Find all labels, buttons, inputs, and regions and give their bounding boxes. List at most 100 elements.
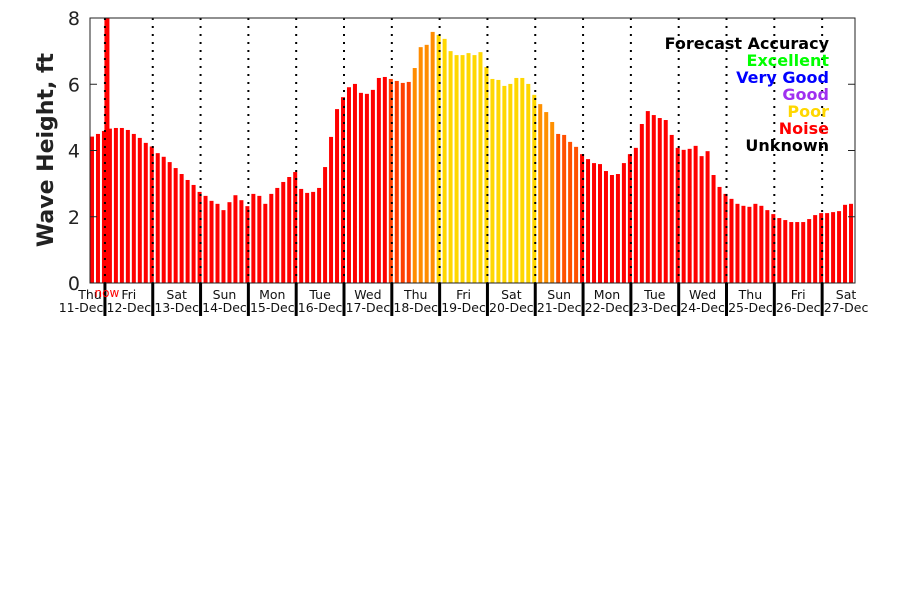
- day-name-label: Wed: [354, 287, 381, 302]
- bar: [382, 76, 387, 284]
- bar: [747, 206, 752, 283]
- bar: [615, 174, 620, 283]
- bar: [161, 156, 166, 283]
- legend-entry: Noise: [779, 119, 829, 138]
- bar: [394, 80, 399, 283]
- day-name-label: Tue: [308, 287, 331, 302]
- day-date-label: 23-Dec: [632, 300, 677, 315]
- bar: [819, 213, 824, 283]
- x-axis: Thu11-DecFri12-DecSat13-DecSun14-DecMon1…: [59, 283, 869, 316]
- bar: [376, 77, 381, 283]
- bar: [263, 203, 268, 283]
- bar: [723, 193, 728, 283]
- bar: [753, 203, 758, 283]
- bar: [101, 130, 106, 283]
- bar: [669, 134, 674, 283]
- y-tick-label: 0: [68, 273, 80, 295]
- bar: [544, 112, 549, 283]
- day-name-label: Mon: [259, 287, 285, 302]
- bar: [550, 122, 555, 283]
- bar: [173, 168, 178, 283]
- day-name-label: Thu: [403, 287, 427, 302]
- day-date-label: 26-Dec: [776, 300, 821, 315]
- legend-entry: Excellent: [747, 51, 830, 70]
- day-date-label: 13-Dec: [154, 300, 199, 315]
- day-date-label: 27-Dec: [824, 300, 869, 315]
- bar: [346, 87, 351, 283]
- day-name-label: Wed: [689, 287, 716, 302]
- bars-layer: [89, 18, 854, 284]
- bar: [586, 159, 591, 283]
- bar: [400, 82, 405, 283]
- bar: [191, 184, 196, 283]
- bar: [532, 94, 537, 283]
- bar: [693, 145, 698, 283]
- bar: [609, 175, 614, 283]
- bar: [729, 198, 734, 283]
- bar: [448, 51, 453, 283]
- bar: [675, 147, 680, 283]
- bar: [639, 124, 644, 283]
- day-name-label: Thu: [738, 287, 762, 302]
- bar: [412, 68, 417, 283]
- day-date-label: 12-Dec: [107, 300, 152, 315]
- bar: [831, 212, 836, 283]
- bar: [203, 195, 208, 283]
- bar: [765, 210, 770, 283]
- bar: [568, 141, 573, 283]
- day-name-label: Sat: [166, 287, 187, 302]
- bar: [442, 38, 447, 284]
- bar: [496, 79, 501, 283]
- bar: [843, 204, 848, 283]
- bar: [687, 148, 692, 283]
- bar: [741, 205, 746, 283]
- bar: [705, 151, 710, 283]
- bar: [370, 89, 375, 283]
- legend-entry: Unknown: [745, 136, 829, 155]
- bar: [275, 187, 280, 283]
- bar: [358, 92, 363, 283]
- bar: [406, 81, 411, 284]
- bar: [556, 133, 561, 283]
- bar: [514, 77, 519, 283]
- now-label: now: [95, 286, 120, 300]
- bar: [209, 200, 214, 283]
- bar: [783, 220, 788, 283]
- bar: [592, 163, 597, 283]
- bar: [119, 127, 124, 283]
- day-name-label: Tue: [643, 287, 666, 302]
- day-date-label: 18-Dec: [393, 300, 438, 315]
- bar: [317, 187, 322, 283]
- bar: [849, 203, 854, 283]
- y-axis: 0 2 4 6 8: [68, 8, 855, 295]
- legend-title: Forecast Accuracy: [665, 34, 830, 53]
- bar: [717, 186, 722, 283]
- bar: [185, 179, 190, 283]
- bar: [436, 34, 441, 283]
- bar: [95, 133, 100, 283]
- bar: [621, 163, 626, 283]
- day-date-label: 17-Dec: [346, 300, 391, 315]
- bar: [239, 200, 244, 283]
- y-tick-label: 6: [68, 74, 80, 96]
- bar: [472, 55, 477, 283]
- bar: [771, 214, 776, 283]
- bar: [508, 83, 513, 283]
- bar: [167, 162, 172, 283]
- bar: [490, 78, 495, 283]
- y-tick-label: 8: [68, 8, 80, 30]
- legend-entry: Very Good: [736, 68, 829, 87]
- bar: [603, 171, 608, 283]
- day-date-label: 16-Dec: [298, 300, 343, 315]
- bar: [388, 78, 393, 283]
- bar: [341, 97, 346, 283]
- day-name-label: Sun: [213, 287, 237, 302]
- day-date-label: 11-Dec: [59, 300, 104, 315]
- bar: [484, 67, 489, 284]
- bar: [424, 44, 429, 283]
- bar: [137, 137, 142, 283]
- bar: [789, 222, 794, 283]
- bar: [454, 55, 459, 283]
- bar: [562, 134, 567, 283]
